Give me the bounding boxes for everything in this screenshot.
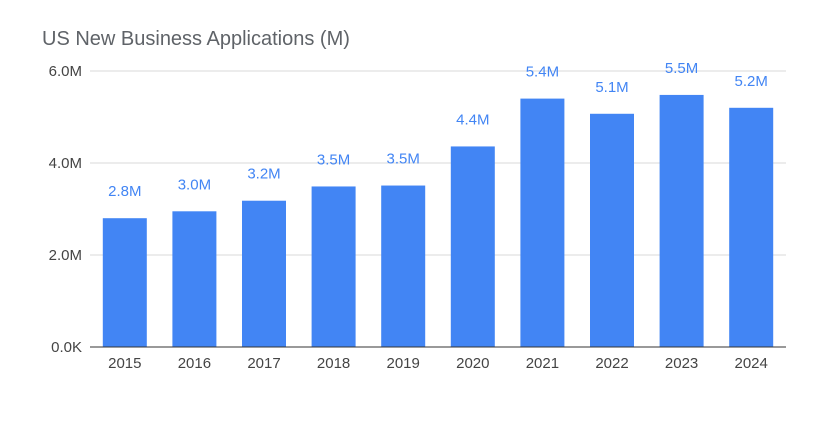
y-tick-label: 4.0M xyxy=(49,155,82,172)
data-label: 3.5M xyxy=(387,151,420,168)
bar xyxy=(381,185,426,347)
bar xyxy=(729,107,774,347)
x-tick-label: 2015 xyxy=(108,355,141,372)
y-tick-label: 6.0M xyxy=(49,63,82,80)
data-label: 5.4M xyxy=(526,64,559,81)
bar xyxy=(172,211,217,347)
bar xyxy=(659,94,704,347)
data-label: 3.5M xyxy=(317,151,350,168)
y-tick-label: 2.0M xyxy=(49,247,82,264)
data-label: 4.4M xyxy=(456,111,489,128)
x-tick-label: 2019 xyxy=(387,355,420,372)
x-tick-label: 2020 xyxy=(456,355,489,372)
data-label: 2.8M xyxy=(108,183,141,200)
data-label: 5.1M xyxy=(595,79,628,96)
data-label: 5.2M xyxy=(735,73,768,90)
bar xyxy=(311,186,356,347)
bar xyxy=(450,146,495,347)
data-label: 3.2M xyxy=(247,166,280,183)
chart-title: US New Business Applications (M) xyxy=(42,28,350,50)
x-axis-ticks: 2015 2016 2017 2018 2019 2020 2021 2022 2023 2024 xyxy=(108,355,768,372)
bars xyxy=(102,94,774,347)
x-tick-label: 2024 xyxy=(735,355,768,372)
data-label: 3.0M xyxy=(178,176,211,193)
bar xyxy=(242,200,286,347)
x-tick-label: 2022 xyxy=(595,355,628,372)
y-tick-label: 0.0K xyxy=(51,339,82,356)
bar xyxy=(520,98,565,347)
x-tick-label: 2023 xyxy=(665,355,698,372)
x-tick-label: 2016 xyxy=(178,355,211,372)
data-label: 5.5M xyxy=(665,60,698,77)
x-tick-label: 2017 xyxy=(247,355,280,372)
bar xyxy=(102,218,147,347)
x-tick-label: 2021 xyxy=(526,355,559,372)
bar xyxy=(590,113,634,347)
data-labels: 2.8M 3.0M 3.2M 3.5M 3.5M 4.4M 5.4M 5.1M 5.5M 5.2M xyxy=(108,60,768,200)
x-tick-label: 2018 xyxy=(317,355,350,372)
y-axis-ticks: 0.0K 2.0M 4.0M 6.0M xyxy=(49,63,82,356)
